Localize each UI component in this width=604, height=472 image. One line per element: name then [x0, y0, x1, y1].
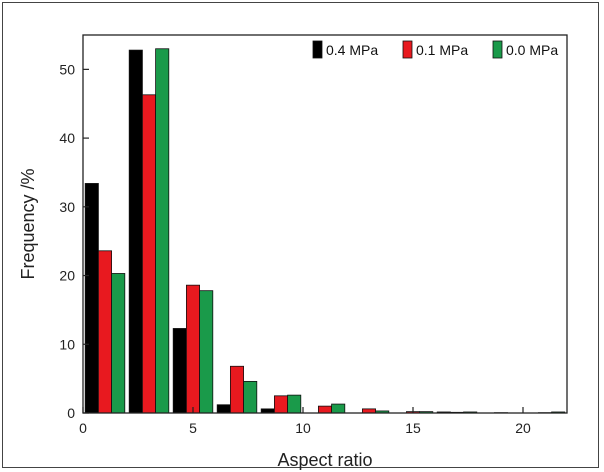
y-tick-label-20: 20	[59, 268, 75, 284]
bar-0-1-mpa-11	[317, 405, 332, 414]
y-tick-label-30: 30	[59, 199, 75, 215]
x-tick-label-0: 0	[79, 420, 87, 436]
x-tick-label-20: 20	[515, 420, 531, 436]
bar-0-4-mpa-5	[172, 328, 187, 414]
legend-swatch-1	[402, 40, 413, 59]
legend-label-2: 0.0 MPa	[506, 42, 558, 58]
plot-area	[82, 34, 568, 414]
legend-swatch-0	[312, 40, 323, 59]
x-axis: 0 5 10 15 20	[79, 407, 531, 436]
y-tick-label-0: 0	[67, 405, 75, 421]
bar-0-0-mpa-5	[199, 290, 214, 414]
y-tick-label-50: 50	[59, 61, 75, 77]
x-tick-label-10: 10	[295, 420, 311, 436]
legend-label-1: 0.1 MPa	[416, 42, 468, 58]
bar-0-4-mpa-3	[128, 49, 143, 414]
x-tick-label-5: 5	[189, 420, 197, 436]
bar-0-1-mpa-5	[185, 284, 200, 414]
x-tick-label-15: 15	[405, 420, 421, 436]
y-tick-label-40: 40	[59, 130, 75, 146]
legend: 0.4 MPa 0.1 MPa 0.0 MPa	[312, 40, 558, 59]
y-tick-label-10: 10	[59, 336, 75, 352]
bar-0-0-mpa-7	[243, 380, 258, 414]
bar-0-0-mpa-1	[111, 273, 126, 414]
bar-0-0-mpa-3	[155, 48, 170, 414]
y-axis-title: Frequency /%	[18, 168, 38, 279]
bar-0-0-mpa-11	[331, 403, 346, 414]
bar-0-0-mpa-9	[287, 394, 302, 414]
legend-swatch-2	[492, 40, 503, 59]
bar-0-1-mpa-7	[229, 365, 244, 414]
bars-group	[84, 48, 566, 414]
bar-0-4-mpa-1	[84, 183, 99, 414]
bar-0-1-mpa-3	[141, 94, 156, 414]
bar-0-4-mpa-7	[216, 404, 231, 414]
x-axis-title: Aspect ratio	[277, 450, 372, 470]
bar-0-1-mpa-9	[273, 395, 288, 414]
y-axis: 0 10 20 30 40 50	[59, 61, 89, 421]
legend-label-0: 0.4 MPa	[326, 42, 378, 58]
bar-0-1-mpa-1	[98, 250, 113, 414]
